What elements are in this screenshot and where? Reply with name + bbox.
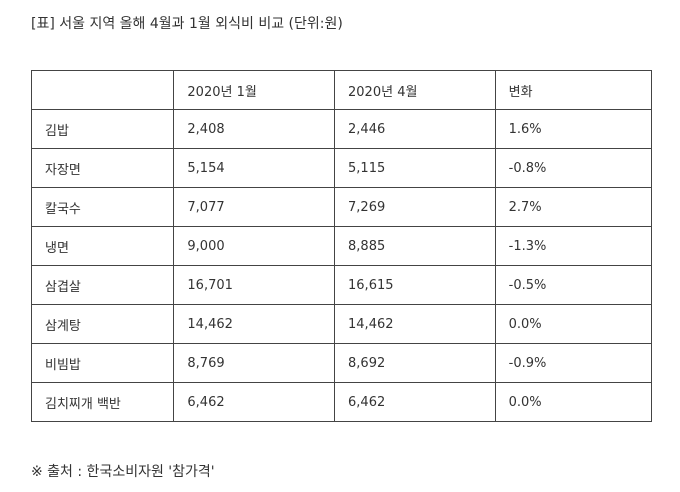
jan-price-cell: 5,154 [173, 148, 336, 188]
apr-price-cell: 8,692 [334, 343, 496, 383]
menu-name-cell: 삼계탕 [30, 304, 175, 344]
menu-name-cell: 삼겹살 [30, 265, 175, 305]
table-row: 김치찌개 백반 6,462 6,462 0.0% [30, 382, 653, 422]
apr-price-cell: 7,269 [334, 187, 496, 227]
change-cell: -0.8% [494, 148, 653, 188]
table-row: 냉면 9,000 8,885 -1.3% [30, 226, 653, 266]
menu-name-cell: 비빔밥 [30, 343, 175, 383]
menu-name-cell: 냉면 [30, 226, 175, 266]
table-caption: [표] 서울 지역 올해 4월과 1월 외식비 비교 (단위:원) [31, 16, 343, 32]
change-cell: 1.6% [494, 109, 653, 149]
change-cell: 0.0% [494, 304, 653, 344]
table-row: 자장면 5,154 5,115 -0.8% [30, 148, 653, 188]
change-cell: -0.5% [494, 265, 653, 305]
price-comparison-table: 2020년 1월 2020년 4월 변화 김밥 2,408 2,446 1.6%… [30, 70, 653, 422]
change-cell: 0.0% [494, 382, 653, 422]
header-jan-2020: 2020년 1월 [173, 70, 336, 110]
header-apr-2020: 2020년 4월 [334, 70, 496, 110]
jan-price-cell: 6,462 [173, 382, 336, 422]
change-cell: 2.7% [494, 187, 653, 227]
menu-name-cell: 자장면 [30, 148, 175, 188]
table-row: 비빔밥 8,769 8,692 -0.9% [30, 343, 653, 383]
table-row: 삼계탕 14,462 14,462 0.0% [30, 304, 653, 344]
jan-price-cell: 9,000 [173, 226, 336, 266]
header-corner-cell [30, 70, 175, 110]
menu-name-cell: 칼국수 [30, 187, 175, 227]
jan-price-cell: 2,408 [173, 109, 336, 149]
table-row: 김밥 2,408 2,446 1.6% [30, 109, 653, 149]
apr-price-cell: 8,885 [334, 226, 496, 266]
menu-name-cell: 김치찌개 백반 [30, 382, 175, 422]
source-note: ※ 출처 : 한국소비자원 '참가격' [31, 464, 215, 480]
apr-price-cell: 6,462 [334, 382, 496, 422]
table-row: 칼국수 7,077 7,269 2.7% [30, 187, 653, 227]
jan-price-cell: 7,077 [173, 187, 336, 227]
jan-price-cell: 16,701 [173, 265, 336, 305]
change-cell: -1.3% [494, 226, 653, 266]
table-header-row: 2020년 1월 2020년 4월 변화 [30, 70, 653, 110]
menu-name-cell: 김밥 [30, 109, 175, 149]
apr-price-cell: 14,462 [334, 304, 496, 344]
jan-price-cell: 14,462 [173, 304, 336, 344]
apr-price-cell: 5,115 [334, 148, 496, 188]
jan-price-cell: 8,769 [173, 343, 336, 383]
header-change: 변화 [494, 70, 653, 110]
apr-price-cell: 16,615 [334, 265, 496, 305]
table-row: 삼겹살 16,701 16,615 -0.5% [30, 265, 653, 305]
change-cell: -0.9% [494, 343, 653, 383]
apr-price-cell: 2,446 [334, 109, 496, 149]
